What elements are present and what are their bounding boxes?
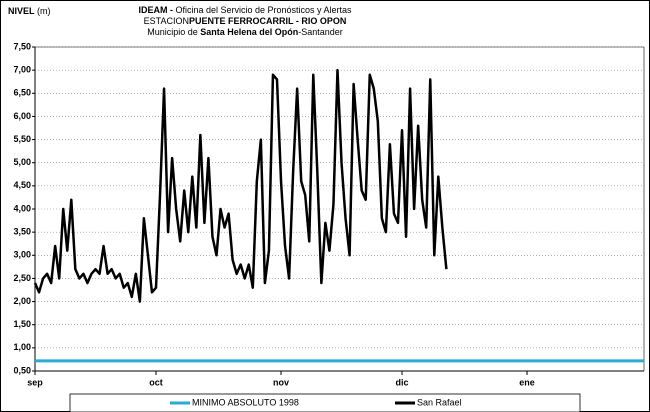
x-tick-label: ene [519, 377, 535, 387]
y-tick-label: 1,50 [13, 319, 31, 329]
y-tick-label: 5,50 [13, 134, 31, 144]
y-tick-label: 6,50 [13, 88, 31, 98]
title-part: ESTACION [144, 16, 189, 26]
y-axis-label: NIVEL (m) [8, 6, 51, 16]
title-part: IDEAM - [138, 5, 173, 15]
y-tick-label: 6,00 [13, 111, 31, 121]
y-tick-label: 3,00 [13, 250, 31, 260]
y-tick-label: 7,50 [13, 41, 31, 51]
y-tick-label: 5,00 [13, 157, 31, 167]
chart-title: ESTACIONPUENTE FERROCARRIL - RIO OPON [144, 16, 347, 26]
y-label-text: NIVEL [8, 6, 35, 16]
y-unit: (m) [37, 6, 51, 16]
x-tick-label: dic [396, 377, 409, 387]
chart-title: Municipio de Santa Helena del Opón-Santa… [147, 27, 343, 37]
legend-label: MINIMO ABSOLUTO 1998 [192, 397, 299, 407]
title-part: Oficina del Servicio de Pronósticos y Al… [173, 5, 352, 15]
y-tick-label: 2,00 [13, 296, 31, 306]
y-tick-label: 1,00 [13, 342, 31, 352]
title-part: Santa Helena del Opón [200, 27, 298, 37]
legend-label: San Rafael [417, 397, 462, 407]
y-tick-label: 0,50 [13, 365, 31, 375]
y-tick-label: 4,00 [13, 203, 31, 213]
title-part: Municipio de [147, 27, 200, 37]
y-tick-label: 3,50 [13, 227, 31, 237]
y-tick-label: 4,50 [13, 180, 31, 190]
series-line [33, 68, 448, 303]
chart-title: IDEAM - Oficina del Servicio de Pronósti… [138, 5, 352, 15]
y-tick-label: 2,50 [13, 273, 31, 283]
title-part: PUENTE FERROCARRIL - RIO OPON [189, 16, 346, 26]
x-tick-label: nov [273, 377, 289, 387]
y-tick-label: 7,00 [13, 65, 31, 75]
x-tick-label: oct [149, 377, 163, 387]
legend-box [69, 393, 581, 412]
x-tick-label: sep [27, 377, 43, 387]
title-part: -Santander [298, 27, 343, 37]
